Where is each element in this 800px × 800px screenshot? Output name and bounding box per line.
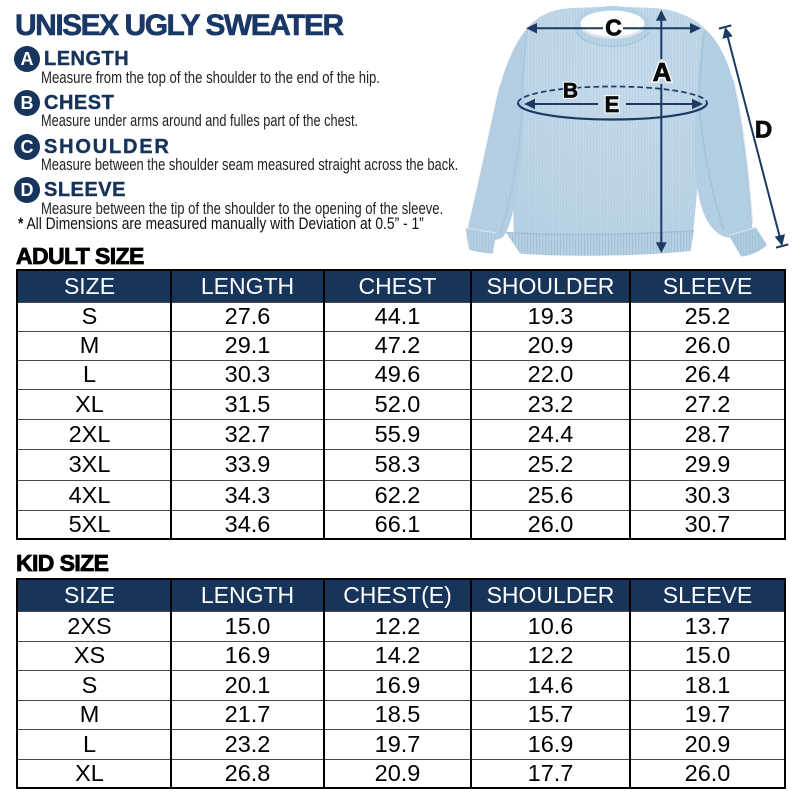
svg-text:A: A bbox=[653, 57, 672, 87]
svg-text:B: B bbox=[563, 80, 578, 103]
svg-text:E: E bbox=[605, 92, 620, 117]
svg-text:D: D bbox=[755, 117, 772, 144]
svg-text:D: D bbox=[755, 117, 772, 144]
svg-text:B: B bbox=[563, 80, 578, 103]
svg-text:C: C bbox=[605, 15, 622, 41]
svg-text:E: E bbox=[605, 92, 620, 117]
svg-text:A: A bbox=[653, 57, 672, 87]
